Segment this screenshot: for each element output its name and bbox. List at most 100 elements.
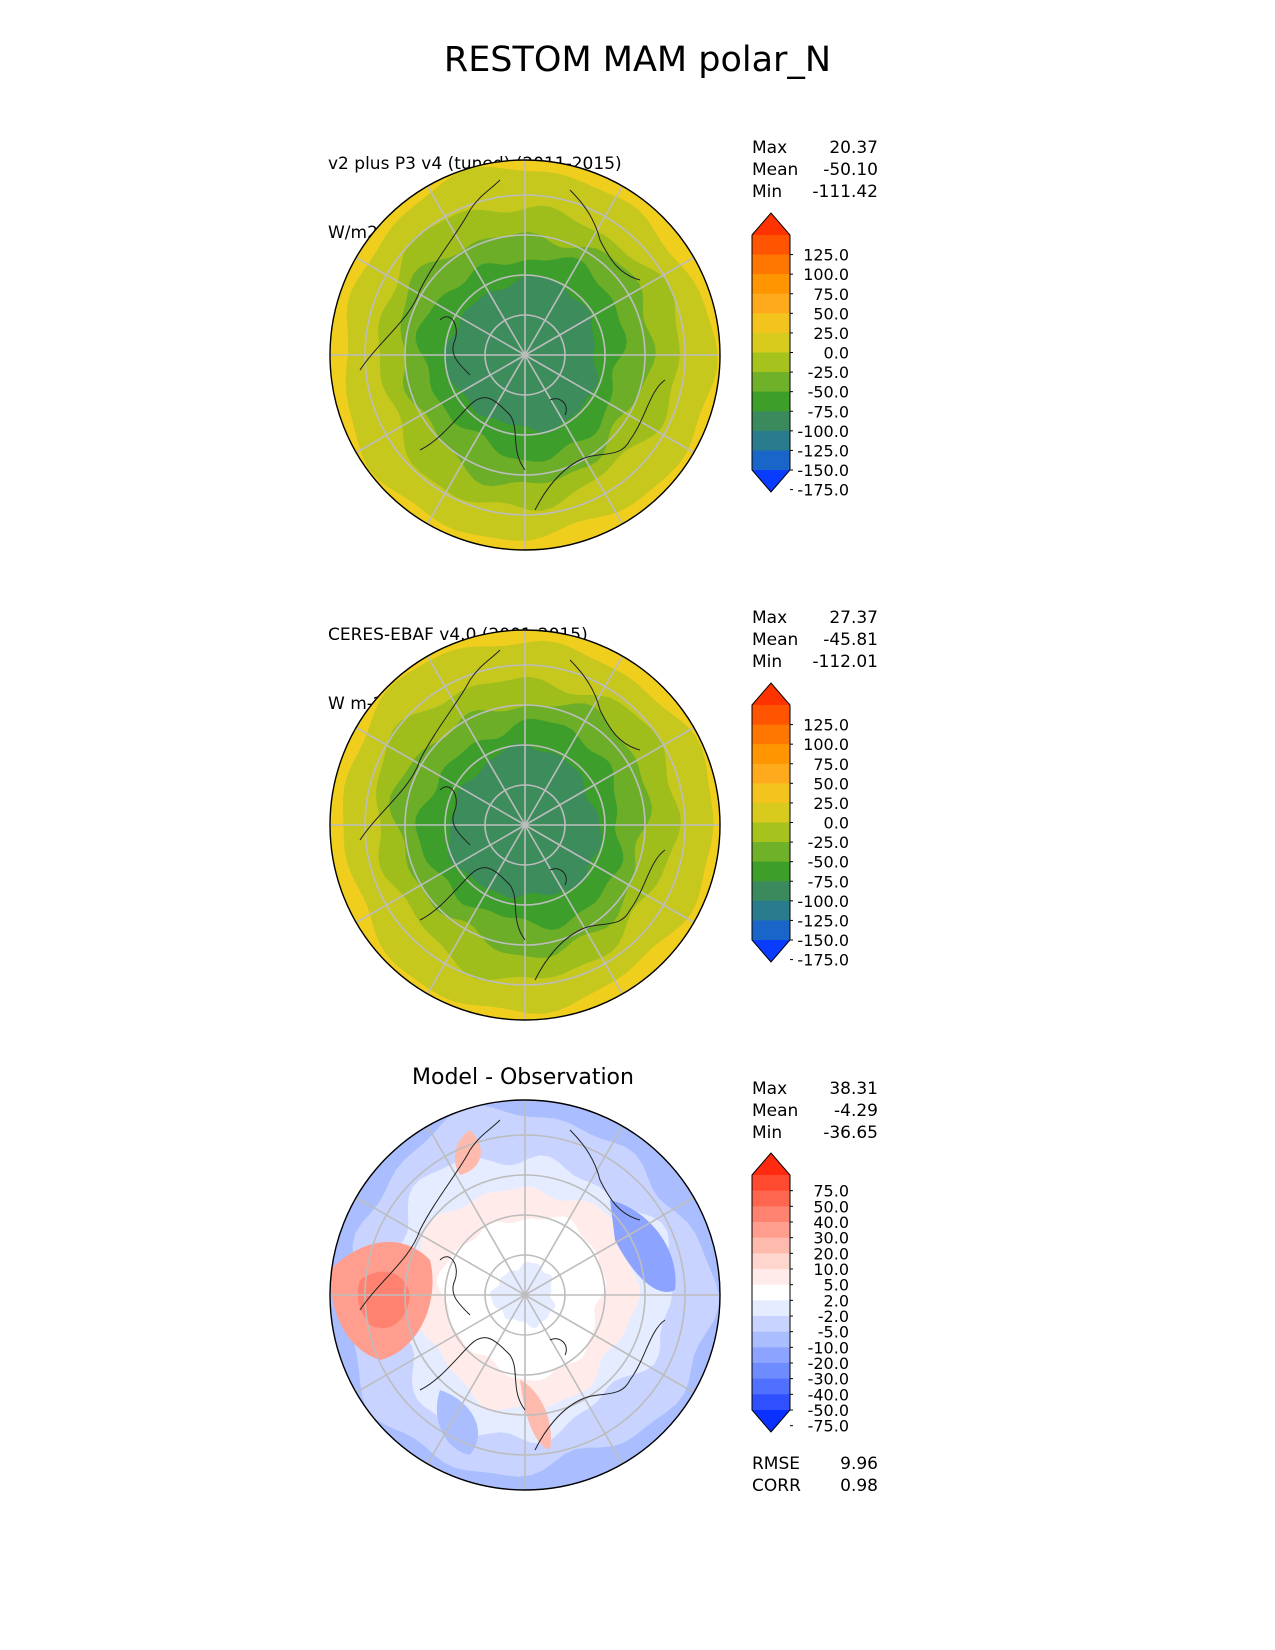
panel2-colorbar-tick-label: -50.0 — [808, 853, 849, 872]
panel1-map-boundary — [329, 159, 721, 551]
panel2-coastline — [534, 849, 666, 981]
panel1-meridian — [524, 354, 695, 454]
panel3-colorbar-tick-label: -5.0 — [818, 1323, 849, 1342]
panel2-coastline — [439, 786, 471, 846]
panel3-colorbar-swatch — [752, 1284, 790, 1301]
panel3-meridian — [524, 1294, 695, 1394]
panel1-colorbar-swatch — [752, 430, 790, 451]
stat-label: Min — [752, 182, 783, 202]
panel2-colorbar-tick-label: 0.0 — [824, 814, 849, 833]
panel2-colorbar-tick-label: -100.0 — [797, 892, 849, 911]
panel3-corr: 0.98 — [840, 1476, 878, 1496]
panel3-colorbar-tick-label: 50.0 — [813, 1197, 849, 1216]
panel1-mean: -50.10 — [823, 160, 878, 180]
panel3-meridian — [355, 1196, 526, 1296]
panel2-meridian — [426, 655, 526, 826]
panel1-title: v2 plus P3 v4 (tuned) (2011-2015) W/m2 — [328, 107, 622, 268]
panel3-anomaly-blob — [610, 1200, 676, 1292]
panel2-meridian — [355, 726, 526, 826]
panel3-colorbar-tick-label: -10.0 — [808, 1338, 849, 1357]
panel2-meridian — [524, 726, 695, 826]
panel1-colorbar-extend-min — [752, 470, 790, 492]
panel3-meridian — [355, 1294, 526, 1394]
panel1-colorbar-tick-label: 100.0 — [803, 265, 849, 284]
panel3-colorbar-tick-label: -30.0 — [808, 1370, 849, 1389]
panel1-colorbar-tick-label: -125.0 — [797, 441, 849, 460]
stat-label: RMSE — [752, 1454, 801, 1474]
panel1-colorbar-tick-label: 25.0 — [813, 324, 849, 343]
panel1-colorbar-swatch — [752, 235, 790, 256]
panel1-stats: Max 20.37 Mean -50.10 Min -111.42 — [752, 137, 878, 203]
panel1-colorbar-tick-label: 75.0 — [813, 285, 849, 304]
panel2-colorbar-tick-label: 25.0 — [813, 794, 849, 813]
panel1-colorbar-tick-label: -175.0 — [797, 481, 849, 500]
panel2-min: -112.01 — [812, 652, 878, 672]
panel3-stats: Max 38.31 Mean -4.29 Min -36.65 — [752, 1078, 878, 1144]
panel3-colorbar-swatch — [752, 1331, 790, 1348]
panel1-colorbar-tick-label: -150.0 — [797, 461, 849, 480]
panel3-colorbar-tick-label: -75.0 — [808, 1417, 849, 1436]
panel3-colorbar-swatch — [752, 1347, 790, 1364]
panel2-colorbar-extend-min — [752, 940, 790, 962]
panel2-colorbar-swatch — [752, 842, 790, 863]
panel1-units: W/m2 — [328, 223, 378, 243]
panel1-colorbar-tick-label: -50.0 — [808, 383, 849, 402]
panel3-anomaly-blob — [357, 1271, 410, 1329]
panel2-colorbar-tick-label: 75.0 — [813, 755, 849, 774]
panel2-colorbar-tick-label: 125.0 — [803, 716, 849, 735]
panel2-colorbar-extend-max — [752, 683, 790, 705]
panel3-colorbar-tick-label: 30.0 — [813, 1229, 849, 1248]
panel3-colorbar-swatch — [752, 1237, 790, 1254]
panel2-colorbar-tick-label: 100.0 — [803, 735, 849, 754]
panel2-polar-map — [329, 629, 721, 1021]
panel2-meridian — [524, 655, 624, 826]
panel2-colorbar-swatch — [752, 920, 790, 941]
panel2-colorbar-swatch — [752, 744, 790, 765]
panel1-colorbar-tick-label: -100.0 — [797, 422, 849, 441]
panel1-colorbar: 125.0100.075.050.025.00.0-25.0-50.0-75.0… — [751, 212, 849, 500]
panel3-coastline — [359, 1119, 501, 1311]
panel2-colorbar-swatch — [752, 802, 790, 823]
panel2-colorbar-swatch — [752, 822, 790, 843]
panel3-colorbar-swatch — [752, 1316, 790, 1333]
panel3-coastline — [439, 1256, 471, 1316]
panel3-colorbar-swatch — [752, 1394, 790, 1411]
panel1-meridian — [355, 354, 526, 454]
panel3-coastline — [549, 1338, 567, 1356]
panel2-colorbar-swatch — [752, 881, 790, 902]
panel3-meridian — [426, 1125, 526, 1296]
panel1-coastline — [549, 398, 567, 416]
panel1-colorbar-swatch — [752, 254, 790, 275]
panel1-polar-map — [329, 159, 721, 551]
panel1-colorbar-tick-label: -75.0 — [808, 402, 849, 421]
stat-label: CORR — [752, 1476, 801, 1496]
panel3-colorbar-swatch — [752, 1378, 790, 1395]
panel2-map-boundary — [329, 629, 721, 1021]
panel1-meridian — [524, 256, 695, 356]
stat-label: Mean — [752, 630, 799, 650]
panel3-meridian — [524, 1125, 624, 1296]
panel3-colorbar-tick-label: 40.0 — [813, 1213, 849, 1232]
panel2-colorbar-tick-label: -75.0 — [808, 872, 849, 891]
panel3-map-boundary — [329, 1099, 721, 1491]
panel1-coastline — [439, 316, 471, 376]
panel1-meridian — [426, 185, 526, 356]
panel2-colorbar-swatch — [752, 705, 790, 726]
panel2-coastline — [419, 867, 526, 941]
panel2-mean: -45.81 — [823, 630, 878, 650]
panel3-polar-map — [329, 1099, 721, 1491]
panel2-colorbar-tick-label: -25.0 — [808, 833, 849, 852]
stat-label: Max — [752, 1079, 788, 1099]
panel3-colorbar-swatch — [752, 1269, 790, 1286]
panel2-colorbar-swatch — [752, 861, 790, 882]
panel1-colorbar-swatch — [752, 450, 790, 471]
panel3-meridian — [524, 1294, 624, 1465]
panel3-colorbar-tick-label: -20.0 — [808, 1354, 849, 1373]
panel3-meridian — [524, 1196, 695, 1296]
panel3-meridian — [426, 1294, 526, 1465]
panel3-mean: -4.29 — [834, 1101, 878, 1121]
panel1-colorbar-tick-label: 50.0 — [813, 304, 849, 323]
panel1-coastline — [419, 397, 526, 471]
panel3-anomaly-blob — [436, 1390, 479, 1455]
panel1-meridian — [524, 185, 624, 356]
